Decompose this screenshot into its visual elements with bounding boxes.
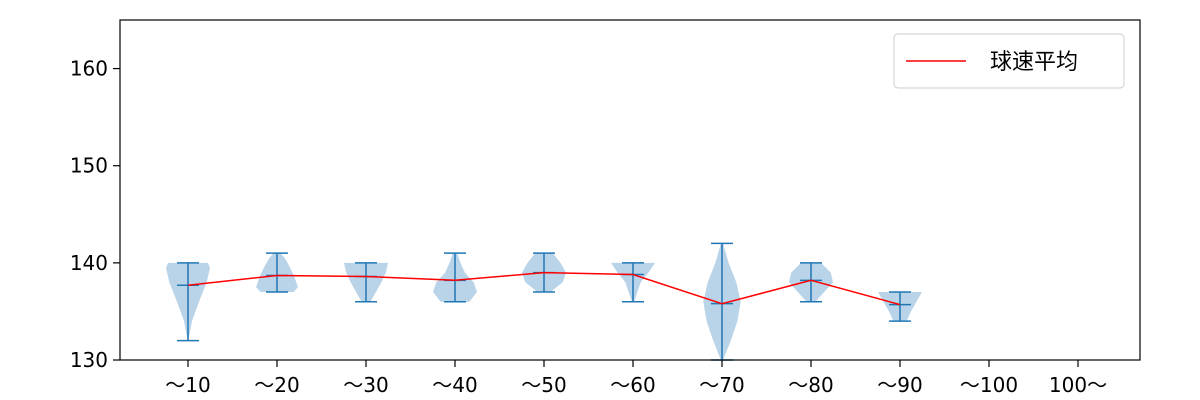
y-tick-label: 130 <box>70 348 108 372</box>
x-tick-label: 〜60 <box>610 373 655 397</box>
x-tick-label: 〜20 <box>254 373 299 397</box>
y-tick-label: 160 <box>70 57 108 81</box>
legend-label: 球速平均 <box>990 50 1078 75</box>
x-tick-label: 100〜 <box>1049 373 1107 397</box>
mean-line <box>187 271 901 306</box>
x-tick-label: 〜40 <box>432 373 477 397</box>
y-axis: 130 140 150 160 <box>70 57 120 372</box>
mean-line-layer <box>187 271 901 306</box>
x-axis: 〜10 〜20 〜30 〜40 〜50 〜60 〜70 〜80 〜90 〜100 100〜 <box>165 360 1107 397</box>
legend: 球速平均 <box>893 33 1125 89</box>
x-tick-label: 〜70 <box>699 373 744 397</box>
y-tick-label: 150 <box>70 154 108 178</box>
y-tick-label: 140 <box>70 251 108 275</box>
plot-frame <box>119 19 1141 361</box>
x-tick-label: 〜90 <box>877 373 922 397</box>
legend-box <box>893 33 1125 89</box>
x-tick-label: 〜30 <box>343 373 388 397</box>
whisker-layer <box>177 242 911 361</box>
x-tick-label: 〜80 <box>788 373 833 397</box>
x-tick-label: 〜100 <box>960 373 1018 397</box>
x-tick-label: 〜50 <box>521 373 566 397</box>
x-tick-label: 〜10 <box>165 373 210 397</box>
